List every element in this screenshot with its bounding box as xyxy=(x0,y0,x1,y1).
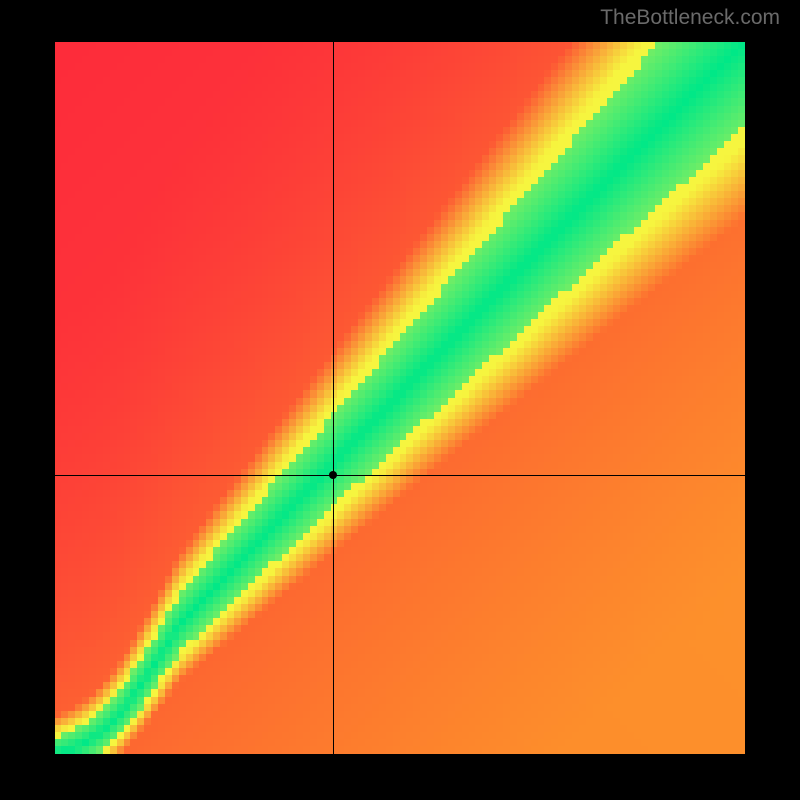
crosshair-marker xyxy=(329,471,337,479)
plot-area xyxy=(55,42,745,754)
heatmap-canvas xyxy=(55,42,745,754)
chart-container: TheBottleneck.com xyxy=(0,0,800,800)
crosshair-horizontal xyxy=(55,475,745,476)
watermark-text: TheBottleneck.com xyxy=(600,6,780,30)
crosshair-vertical xyxy=(333,42,334,754)
